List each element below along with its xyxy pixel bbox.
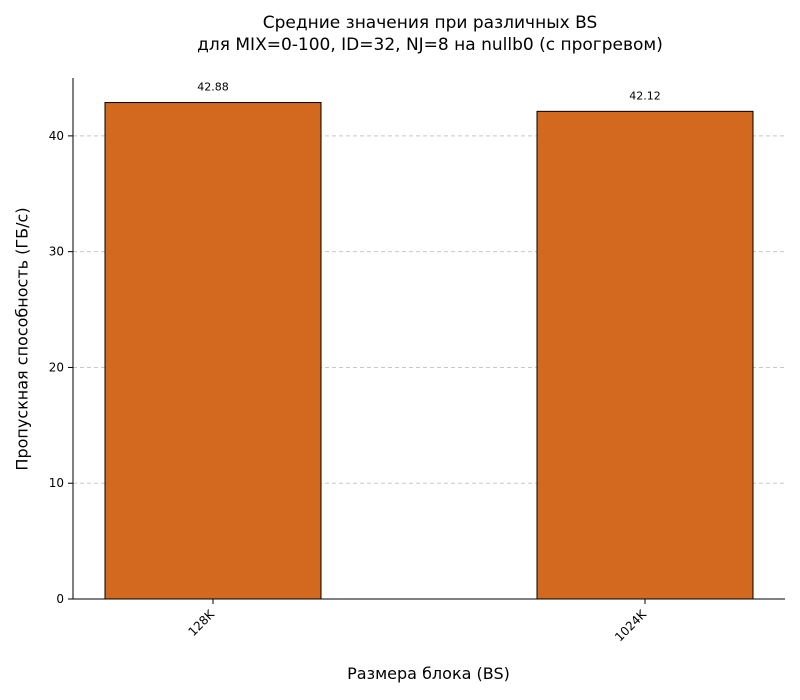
y-tick-label: 10 [49,476,64,490]
y-tick-label: 30 [49,245,64,259]
bar [536,110,754,600]
chart-title-line-2: для MIX=0-100, ID=32, NJ=8 на nullb0 (с … [197,35,663,55]
chart-title-line-1: Средние значения при различных BS [262,13,598,33]
y-axis-label: Пропускная способность (ГБ/с) [12,207,32,471]
bar-value-label: 42.12 [629,89,661,102]
y-tick-label: 20 [49,360,64,374]
y-tick-label: 0 [56,592,64,606]
x-tick-label: 1024K [612,606,650,644]
axes [72,78,785,600]
bar [104,102,322,600]
bars [104,102,754,600]
y-tick-label: 40 [49,129,64,143]
x-axis-label: Размера блока (BS) [347,664,510,683]
bar-value-labels: 42.88 42.12 [197,81,661,103]
x-tick-label: 128K [185,606,217,638]
bar-value-label: 42.88 [197,81,229,94]
